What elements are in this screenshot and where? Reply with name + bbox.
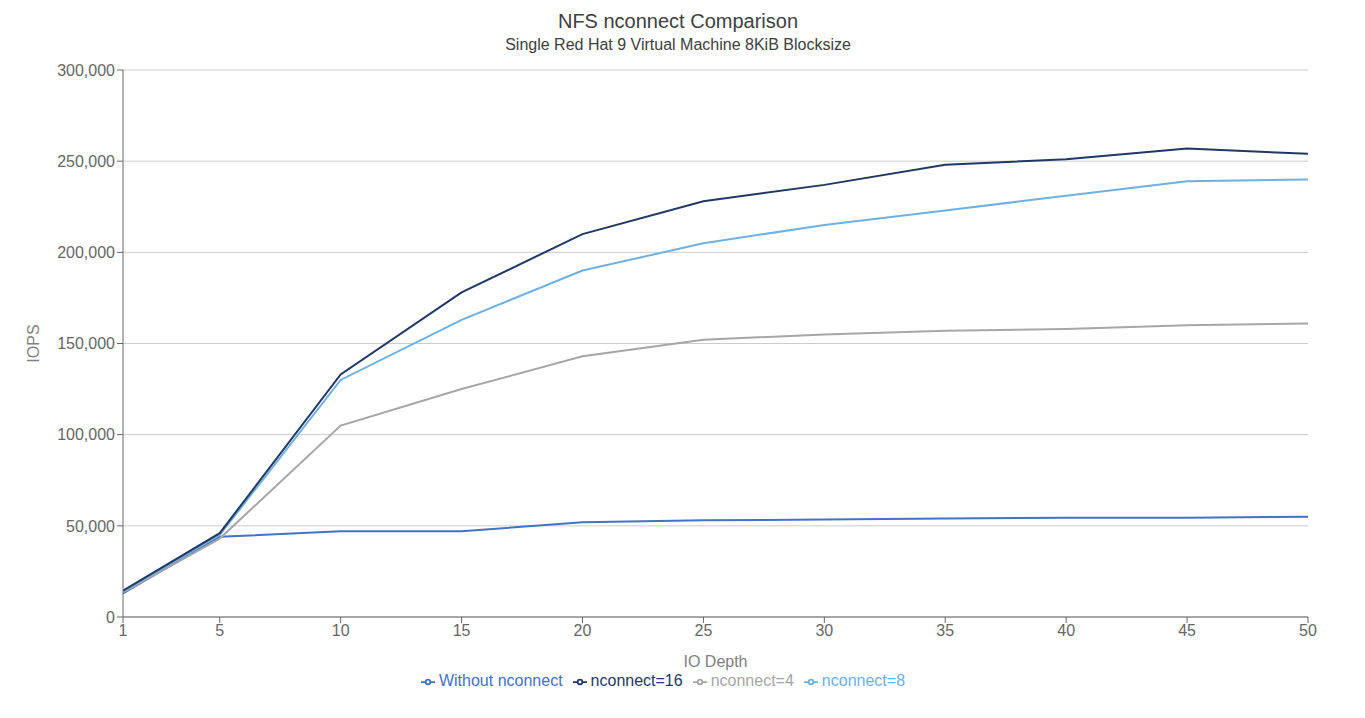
svg-text:50: 50 [1299,622,1317,639]
svg-text:IOPS: IOPS [25,324,42,362]
svg-text:250,000: 250,000 [57,153,115,170]
svg-text:5: 5 [215,622,224,639]
svg-text:30: 30 [815,622,833,639]
svg-text:15: 15 [453,622,471,639]
svg-text:25: 25 [695,622,713,639]
svg-text:1: 1 [119,622,128,639]
html-text:nconnect=16: nconnect=16 [590,672,683,689]
svg-text:IO Depth: IO Depth [683,653,747,670]
html-text:NFS nconnect Comparison: NFS nconnect Comparison [557,10,798,32]
html-text:Without nconnect: Without nconnect [439,672,563,689]
svg-text:40: 40 [1057,622,1075,639]
html-text:nconnect=4: nconnect=4 [710,672,794,689]
svg-text:20: 20 [574,622,592,639]
svg-text:200,000: 200,000 [57,244,115,261]
svg-text:45: 45 [1178,622,1196,639]
svg-text:0: 0 [106,609,115,626]
svg-text:50,000: 50,000 [66,518,115,535]
svg-text:100,000: 100,000 [57,426,115,443]
html-text:nconnect=8: nconnect=8 [821,672,905,689]
html-text:Single Red Hat 9 Virtual Machi: Single Red Hat 9 Virtual Machine 8KiB Bl… [505,36,851,53]
svg-text:300,000: 300,000 [57,62,115,79]
svg-text:10: 10 [332,622,350,639]
svg-text:150,000: 150,000 [57,335,115,352]
svg-text:35: 35 [936,622,954,639]
